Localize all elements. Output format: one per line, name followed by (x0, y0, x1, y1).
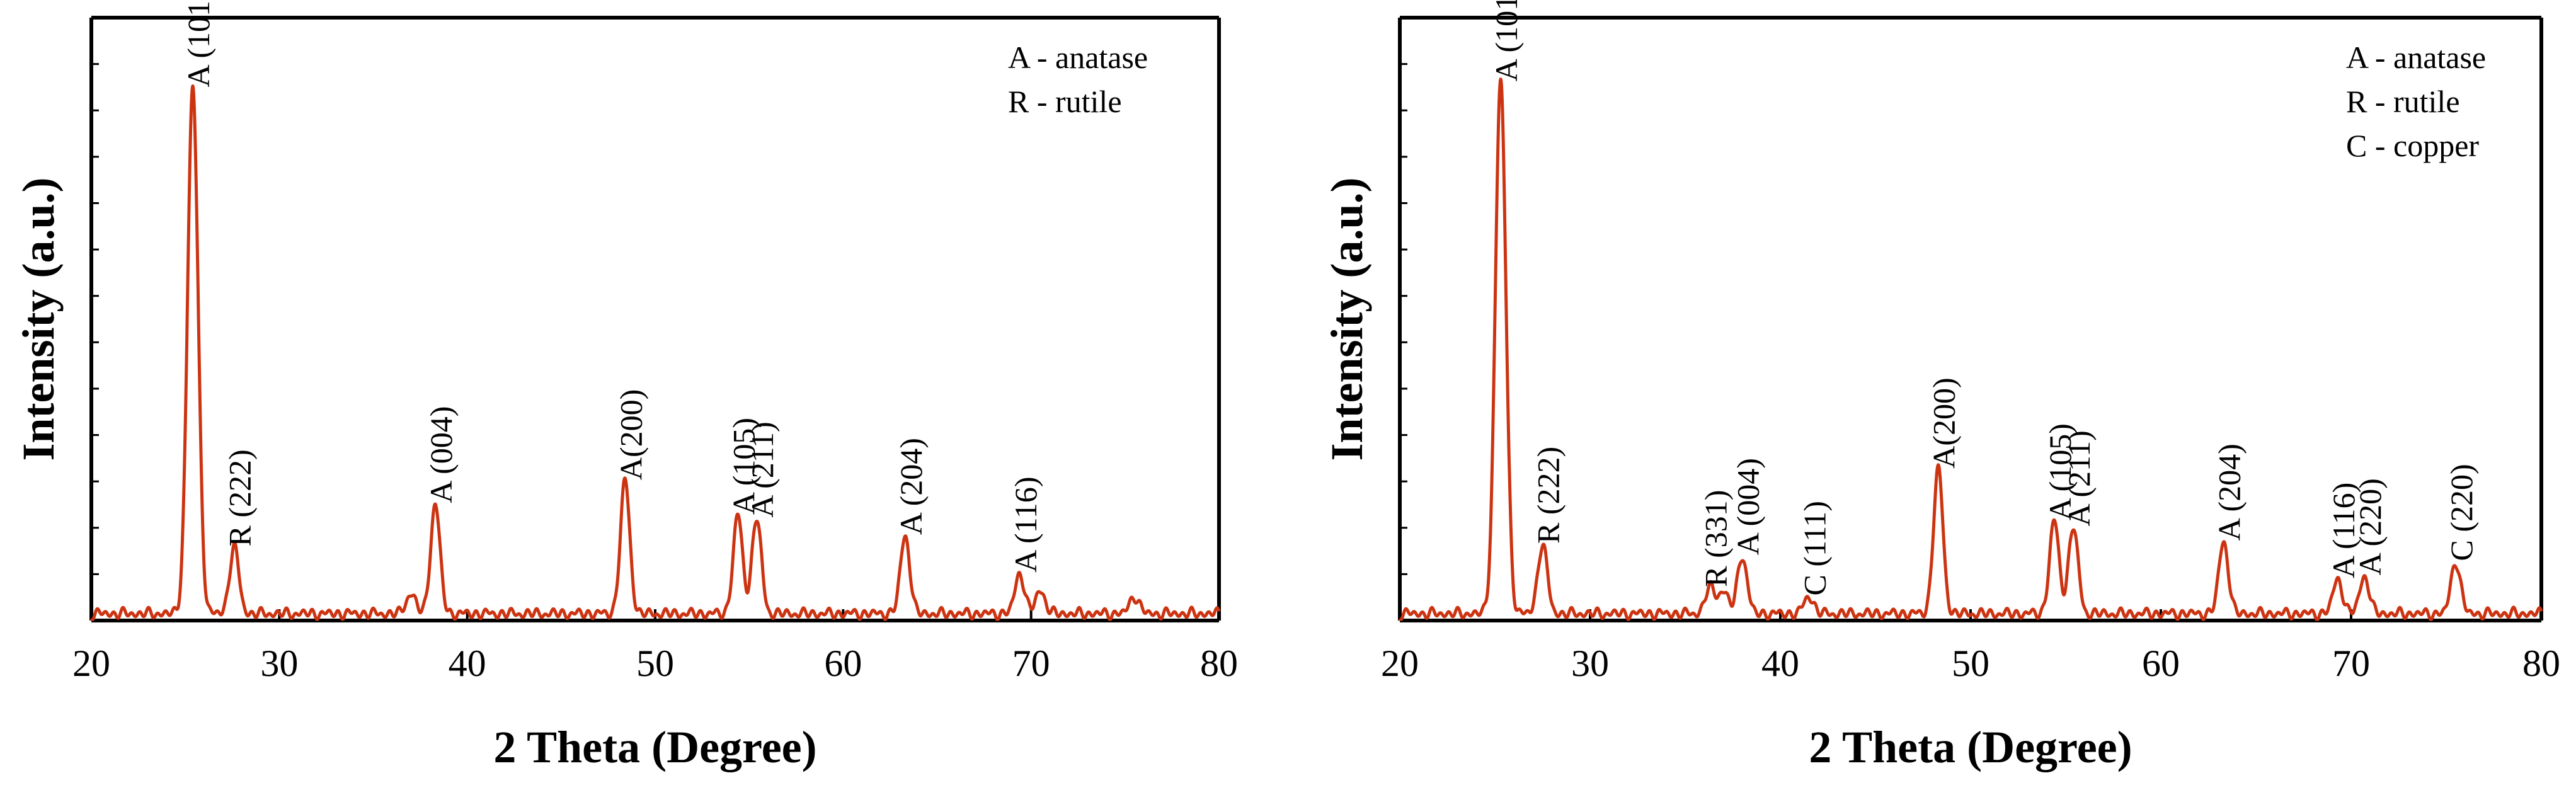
peak-label: R (222) (1531, 447, 1566, 544)
xrd-series-line (89, 84, 1221, 621)
peak-label: A (211) (2061, 430, 2097, 526)
peak-label: A (116) (1008, 477, 1043, 573)
legend-entry: A - anatase (1008, 40, 1148, 75)
peak-label: A (116) (2326, 483, 2361, 578)
peak-label: A (211) (745, 421, 780, 517)
x-tick-label: 30 (260, 643, 298, 684)
xrd-chart-right: 20 30 40 50 60 70 80 2 Theta (Degree) Intensity … (1288, 0, 2576, 790)
x-tick-label: 40 (1761, 643, 1799, 684)
xrd-chart-right-svg: 20 30 40 50 60 70 80 2 Theta (Degree) Intensity … (1322, 0, 2560, 772)
x-tick-label: 40 (449, 643, 486, 684)
legend: A - anatase R - rutile C - copper (2346, 40, 2486, 163)
xrd-chart-left: 20 30 40 50 60 70 80 2 Theta (Degree) Intensity … (13, 0, 1238, 772)
peak-label: A (204) (893, 438, 929, 535)
legend-entry: R - rutile (1008, 84, 1122, 119)
x-tick-label: 20 (1381, 643, 1419, 684)
x-tick-label: 50 (636, 643, 674, 684)
peak-label: A (204) (2212, 444, 2247, 541)
peak-label: A (101) (1489, 0, 1524, 81)
peak-labels: A (101) R (222) A (004) A(200) A (105)A (211… (181, 0, 1043, 573)
peak-label: C (111) (1797, 501, 1832, 595)
peak-label: R (222) (222, 449, 258, 546)
x-ticks: 20 30 40 50 60 70 80 (72, 63, 1238, 684)
peak-label: A(200) (1926, 377, 1962, 468)
peak-label: C (220) (2444, 464, 2479, 561)
x-tick-label: 70 (1012, 643, 1050, 684)
legend-entry: C - copper (2346, 128, 2479, 163)
legend: A - anatase R - rutile (1008, 40, 1148, 119)
peak-label: A (220) (2352, 478, 2388, 575)
y-axis-title: Intensity (a.u.) (13, 177, 64, 461)
xrd-series-line (1398, 77, 2543, 621)
peak-label: A (004) (1731, 458, 1766, 555)
peak-label: A (105) (2042, 423, 2078, 520)
x-tick-label: 80 (2522, 643, 2560, 684)
x-tick-label: 70 (2332, 643, 2370, 684)
x-tick-label: 50 (1952, 643, 1989, 684)
peak-label: A(200) (613, 389, 648, 480)
legend-entry: R - rutile (2346, 84, 2460, 119)
legend-entry: A - anatase (2346, 40, 2486, 75)
x-tick-label: 80 (1200, 643, 1238, 684)
xrd-chart-left-svg: 20 30 40 50 60 70 80 2 Theta (Degree) Intensity … (13, 0, 1238, 772)
peak-label: A (105) (726, 418, 761, 515)
y-axis-title: Intensity (a.u.) (1322, 177, 1372, 461)
peak-label: A (101) (181, 0, 216, 88)
x-tick-label: 20 (72, 643, 110, 684)
x-tick-label: 30 (1571, 643, 1609, 684)
x-tick-label: 60 (824, 643, 862, 684)
peak-label: A (004) (423, 406, 459, 503)
x-axis-title: 2 Theta (Degree) (493, 722, 816, 772)
peak-label: R (331) (1698, 490, 1733, 587)
x-axis-title: 2 Theta (Degree) (1809, 722, 2132, 772)
x-tick-label: 60 (2142, 643, 2180, 684)
peak-labels: A (101) R (222) R (331)A (004) C (111) A(200… (1489, 0, 2479, 596)
